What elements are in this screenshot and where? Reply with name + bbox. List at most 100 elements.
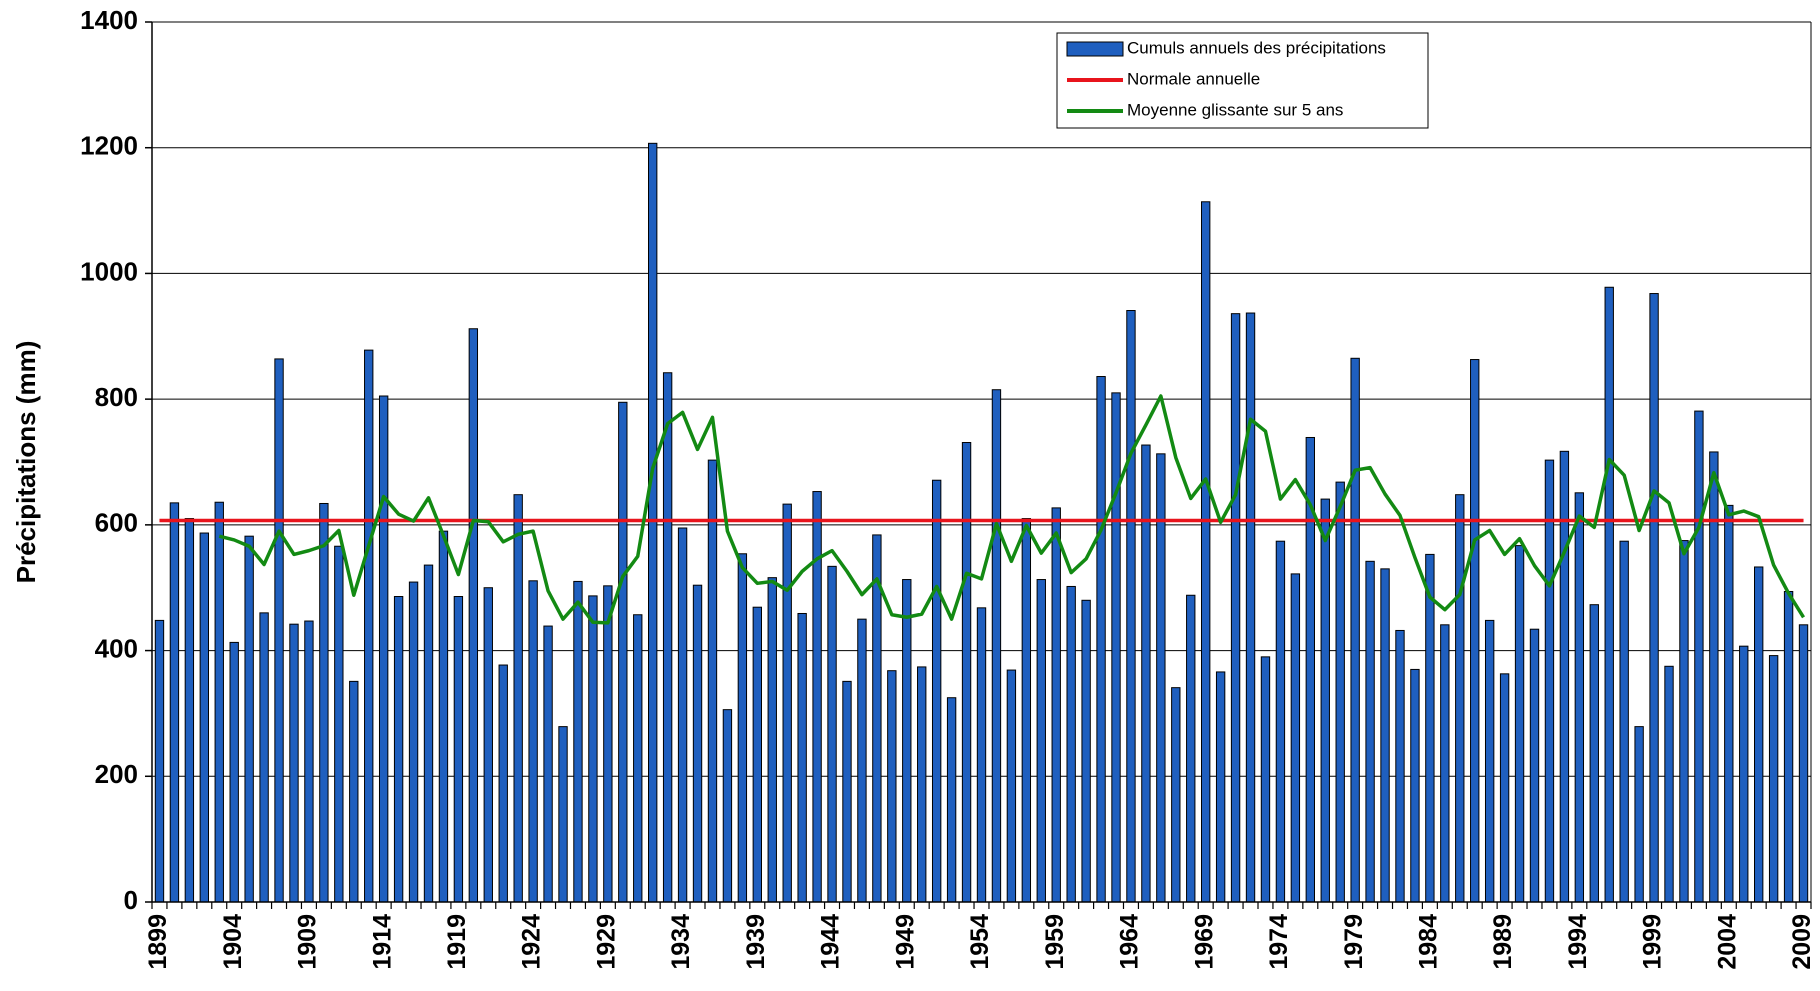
- bar: [304, 620, 314, 903]
- bar: [1395, 629, 1405, 903]
- bar: [1186, 594, 1196, 903]
- y-tick-label: 200: [95, 759, 138, 789]
- bar: [946, 697, 957, 903]
- bar: [842, 680, 852, 903]
- bar: [1171, 687, 1181, 903]
- bar: [334, 545, 344, 903]
- bar: [1470, 359, 1480, 903]
- bar: [1604, 286, 1614, 903]
- bar: [364, 349, 374, 903]
- bar: [543, 625, 553, 903]
- x-tick-label: 1939: [742, 914, 770, 970]
- bar: [782, 503, 792, 903]
- bar: [827, 565, 837, 903]
- bar: [1051, 507, 1061, 903]
- x-tick-label: 1974: [1265, 914, 1293, 970]
- bar: [1619, 540, 1629, 903]
- bar: [528, 580, 538, 903]
- bar: [1484, 619, 1495, 903]
- bar: [1754, 566, 1764, 903]
- bar: [1096, 376, 1106, 903]
- x-tick-label: 1964: [1116, 914, 1144, 970]
- x-tick-label: 1989: [1489, 914, 1517, 970]
- bar: [468, 328, 479, 903]
- bar: [677, 527, 688, 903]
- bar: [1410, 668, 1420, 903]
- bar: [961, 442, 972, 903]
- bar: [184, 518, 195, 903]
- bar: [1021, 518, 1032, 903]
- bar: [1365, 560, 1375, 903]
- bar: [558, 726, 568, 903]
- x-tick-label: 1909: [294, 914, 322, 970]
- bar: [169, 502, 180, 903]
- bar: [1006, 669, 1017, 903]
- bar: [1230, 313, 1241, 903]
- bar: [1066, 585, 1076, 903]
- bar: [857, 618, 867, 903]
- line: [218, 394, 1806, 625]
- bar: [1320, 498, 1330, 903]
- x-tick-label: 1979: [1340, 914, 1368, 970]
- bar: [902, 579, 912, 903]
- bar: [1260, 656, 1271, 903]
- y-tick-label: 600: [95, 508, 138, 538]
- bar: [1739, 645, 1749, 903]
- bar: [752, 606, 762, 903]
- bar: [767, 577, 777, 903]
- bar: [1514, 545, 1525, 903]
- bar: [812, 491, 822, 903]
- bar: [438, 530, 449, 903]
- x-tick-label: 1919: [443, 914, 471, 970]
- bar: [692, 584, 703, 903]
- bar: [378, 395, 389, 903]
- bar: [1783, 590, 1794, 903]
- x-tick-label: 1969: [1190, 914, 1218, 970]
- bar: [991, 389, 1002, 903]
- bar: [603, 585, 613, 903]
- y-tick-label: 1400: [80, 5, 138, 35]
- bar: [917, 666, 927, 903]
- bar: [1201, 201, 1211, 903]
- bar: [259, 612, 269, 903]
- bar: [483, 587, 493, 903]
- legend-label: Normale annuelle: [1127, 69, 1260, 88]
- x-tick-label: 1904: [219, 914, 247, 970]
- bar: [588, 595, 598, 903]
- x-tick-label: 1994: [1564, 914, 1592, 970]
- bar: [1141, 444, 1151, 903]
- x-tick-label: 1929: [592, 914, 620, 970]
- x-tick-label: 1954: [966, 914, 994, 970]
- bar: [1350, 357, 1360, 903]
- bar: [349, 680, 359, 903]
- bar: [1499, 673, 1510, 903]
- bar: [1589, 604, 1599, 903]
- y-tick-label: 400: [95, 633, 138, 663]
- bar: [274, 358, 284, 903]
- bar: [1768, 655, 1779, 903]
- bar: [1529, 628, 1540, 903]
- y-tick-label: 800: [95, 382, 138, 412]
- y-tick-label: 1000: [80, 256, 138, 286]
- bar: [707, 459, 718, 903]
- x-tick-label: 1944: [817, 914, 845, 970]
- bar: [633, 614, 643, 903]
- bar: [1694, 410, 1704, 903]
- legend-swatch: [1066, 41, 1124, 57]
- x-tick-label: 1924: [518, 914, 546, 970]
- bar: [1275, 540, 1286, 903]
- bar: [1798, 624, 1809, 903]
- bar: [1215, 671, 1226, 903]
- bar: [319, 502, 329, 903]
- bar: [423, 564, 434, 903]
- bar: [453, 596, 464, 903]
- bar: [737, 553, 748, 903]
- bar: [1290, 573, 1301, 903]
- x-tick-label: 2004: [1713, 914, 1741, 970]
- bar: [513, 494, 523, 903]
- bar: [498, 664, 508, 903]
- bar: [1679, 540, 1689, 903]
- y-axis-title: Précipitations (mm): [11, 341, 41, 584]
- bar: [214, 501, 224, 903]
